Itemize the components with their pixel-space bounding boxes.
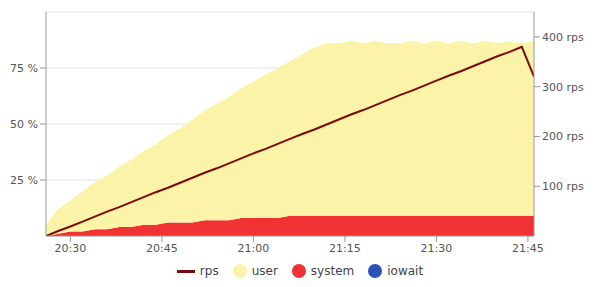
svg-text:100 rps: 100 rps [542,180,584,193]
svg-text:21:45: 21:45 [512,242,544,255]
svg-text:20:30: 20:30 [55,242,87,255]
html-text:user: user [251,264,278,278]
svg-text:50 %: 50 % [10,118,38,131]
svg-text:75 %: 75 % [10,62,38,75]
svg-text:300 rps: 300 rps [542,81,584,94]
svg-text:25 %: 25 % [10,174,38,187]
svg-text:21:00: 21:00 [238,242,270,255]
svg-text:21:30: 21:30 [421,242,453,255]
html-text:rps: rps [199,264,219,278]
svg-text:400 rps: 400 rps [542,31,584,44]
html-text:system: system [310,264,355,278]
svg-text:200 rps: 200 rps [542,130,584,143]
svg-text:21:15: 21:15 [329,242,361,255]
html-text:iowait: iowait [387,264,424,278]
svg-text:20:45: 20:45 [146,242,178,255]
